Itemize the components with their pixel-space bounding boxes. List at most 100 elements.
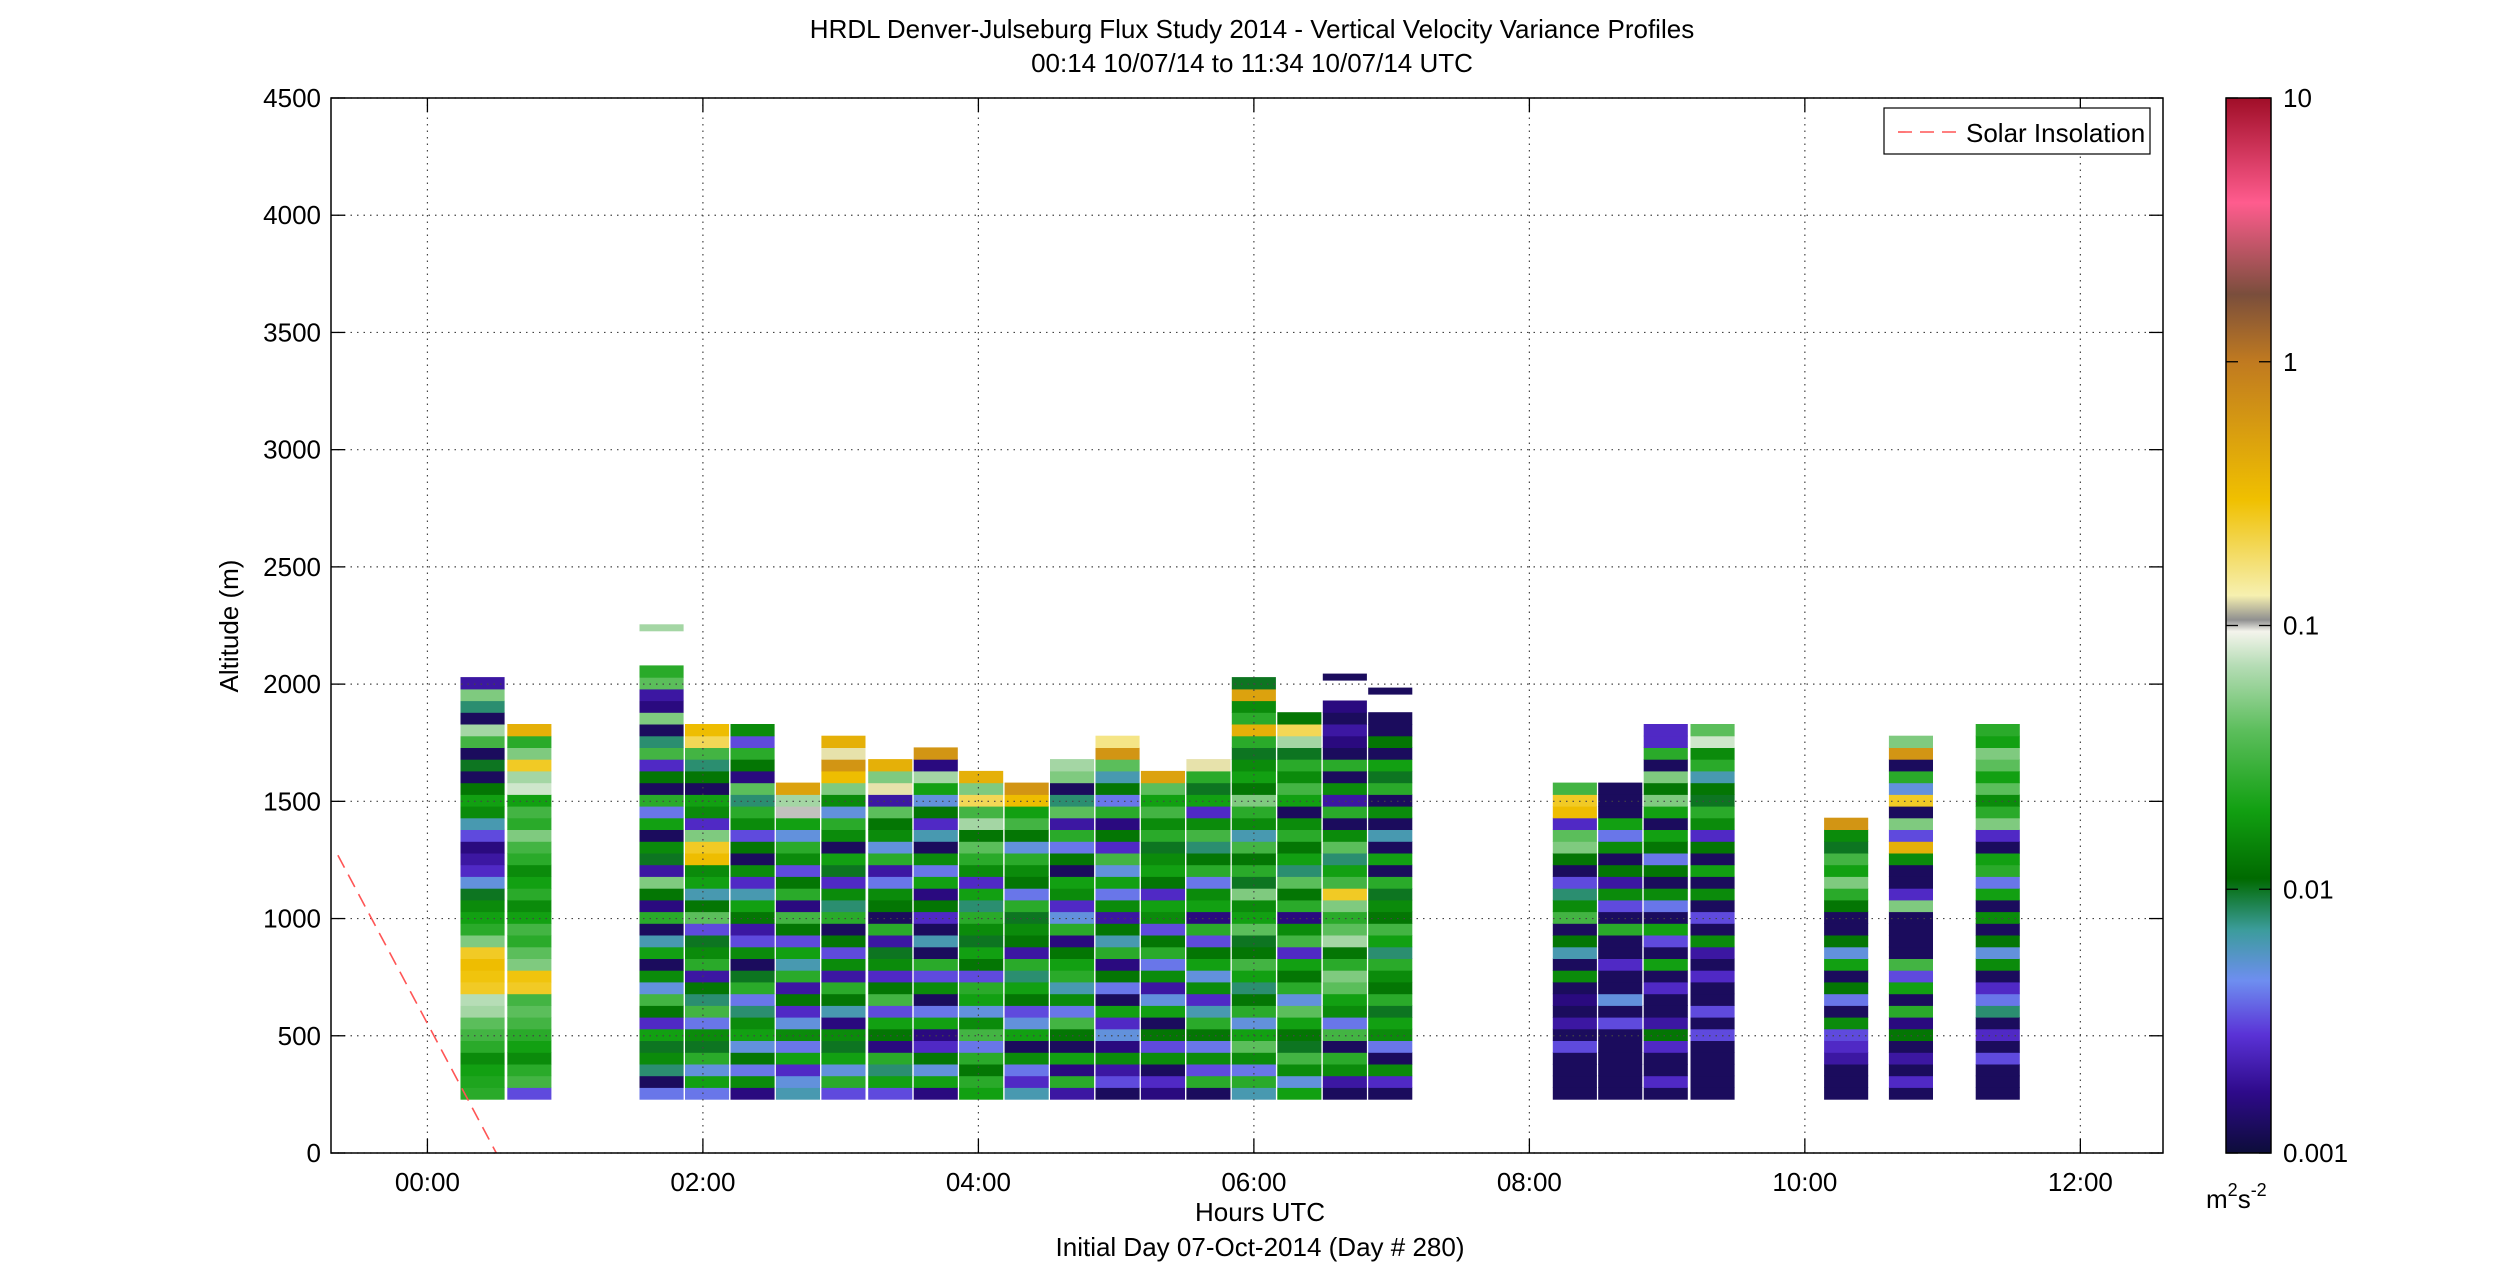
y-axis-label: Altitude (m): [214, 560, 244, 693]
heatmap-cell: [1231, 712, 1276, 725]
heatmap-cell: [1552, 923, 1597, 936]
x-axis-ticks: 00:00 02:00 04:00 06:00 08:00 10:00 12:00: [395, 98, 2113, 1197]
legend-box: [1883, 107, 2151, 155]
heatmap-cell: [1231, 864, 1276, 877]
heatmap-cell: [775, 946, 820, 959]
heatmap-cell: [685, 852, 730, 866]
heatmap-cells: [460, 624, 2020, 1100]
heatmap-cell: [1690, 911, 1735, 924]
heatmap-cell: [1888, 782, 1933, 795]
heatmap-cell: [639, 981, 684, 995]
heatmap-cell: [1231, 724, 1276, 737]
heatmap-cell: [821, 817, 866, 830]
heatmap-cell: [685, 970, 730, 983]
heatmap-cell: [1552, 806, 1597, 819]
heatmap-cell: [1368, 981, 1413, 995]
heatmap-cell: [1690, 946, 1735, 959]
heatmap-cell: [1095, 1005, 1140, 1018]
heatmap-cell: [1095, 1052, 1140, 1065]
heatmap-cell: [1140, 970, 1185, 983]
heatmap-cell: [868, 829, 913, 842]
heatmap-cell: [460, 806, 505, 819]
heatmap-cell: [1824, 958, 1869, 971]
heatmap-cell: [1368, 687, 1413, 695]
heatmap-cell: [775, 841, 820, 854]
heatmap-cell: [1598, 993, 1643, 1006]
heatmap-cell: [1368, 1075, 1413, 1088]
heatmap-cell: [913, 1028, 958, 1041]
heatmap-cell: [1140, 1028, 1185, 1041]
heatmap-cell: [1975, 923, 2020, 936]
heatmap-cell: [1598, 1052, 1643, 1065]
heatmap-cell: [460, 852, 505, 866]
heatmap-cell: [507, 735, 552, 748]
heatmap-cell: [1004, 841, 1049, 854]
solar-insolation-line: [337, 854, 497, 1154]
heatmap-cell: [1824, 1063, 1869, 1077]
heatmap-cell: [730, 1040, 775, 1053]
heatmap-cell: [959, 852, 1004, 866]
heatmap-cell: [1140, 1052, 1185, 1065]
heatmap-cell: [1231, 876, 1276, 889]
heatmap-cell: [1277, 806, 1322, 819]
colorbar-tick-label: 0.1: [2283, 611, 2319, 641]
heatmap-cell: [1095, 970, 1140, 983]
heatmap-cell: [507, 841, 552, 854]
heatmap-cell: [1598, 1087, 1643, 1100]
heatmap-cell: [1140, 770, 1185, 784]
heatmap-cell: [821, 1028, 866, 1041]
heatmap-cell: [1231, 946, 1276, 959]
heatmap-cell: [639, 1052, 684, 1065]
heatmap-cell: [1824, 993, 1869, 1006]
heatmap-cell: [1368, 970, 1413, 983]
heatmap-cell: [1975, 1052, 2020, 1065]
heatmap-cell: [1643, 899, 1688, 913]
heatmap-cell: [1643, 1063, 1688, 1077]
heatmap-cell: [730, 841, 775, 854]
heatmap-cell: [507, 1017, 552, 1030]
heatmap-cell: [1643, 1005, 1688, 1018]
heatmap-cell: [1824, 946, 1869, 959]
heatmap-cell: [913, 864, 958, 877]
heatmap-cell: [1552, 1052, 1597, 1065]
heatmap-cell: [959, 841, 1004, 854]
heatmap-cell: [460, 735, 505, 748]
heatmap-cell: [913, 899, 958, 913]
heatmap-cell: [639, 700, 684, 713]
heatmap-cell: [460, 958, 505, 971]
heatmap-cell: [1095, 782, 1140, 795]
heatmap-cell: [507, 923, 552, 936]
heatmap-cell: [1888, 864, 1933, 877]
heatmap-cell: [639, 1017, 684, 1030]
heatmap-cell: [639, 712, 684, 725]
heatmap-cell: [959, 770, 1004, 784]
heatmap-cell: [460, 747, 505, 760]
heatmap-cell: [685, 806, 730, 819]
heatmap-cell: [730, 747, 775, 760]
heatmap-cell: [1322, 1075, 1367, 1088]
legend-entry-label: Solar Insolation: [1966, 118, 2145, 148]
heatmap-cell: [639, 677, 684, 690]
heatmap-cell: [1277, 981, 1322, 995]
heatmap-cell: [1186, 852, 1231, 866]
heatmap-cell: [1643, 946, 1688, 959]
heatmap-cell: [1690, 759, 1735, 772]
heatmap-cell: [913, 1063, 958, 1077]
heatmap-cell: [1277, 1028, 1322, 1041]
heatmap-cell: [959, 1052, 1004, 1065]
heatmap-cell: [1322, 841, 1367, 854]
heatmap-cell: [1050, 852, 1095, 866]
heatmap-cell: [821, 876, 866, 889]
heatmap-cell: [1888, 829, 1933, 842]
heatmap-cell: [460, 888, 505, 901]
heatmap-cell: [639, 770, 684, 784]
heatmap-cell: [1004, 864, 1049, 877]
heatmap-cell: [1004, 1017, 1049, 1030]
heatmap-cell: [685, 1063, 730, 1077]
heatmap-cell: [1095, 1040, 1140, 1053]
heatmap-cell: [1824, 899, 1869, 913]
heatmap-cell: [1824, 1017, 1869, 1030]
heatmap-cell: [1690, 770, 1735, 784]
heatmap-cell: [1322, 970, 1367, 983]
heatmap-cell: [639, 688, 684, 702]
